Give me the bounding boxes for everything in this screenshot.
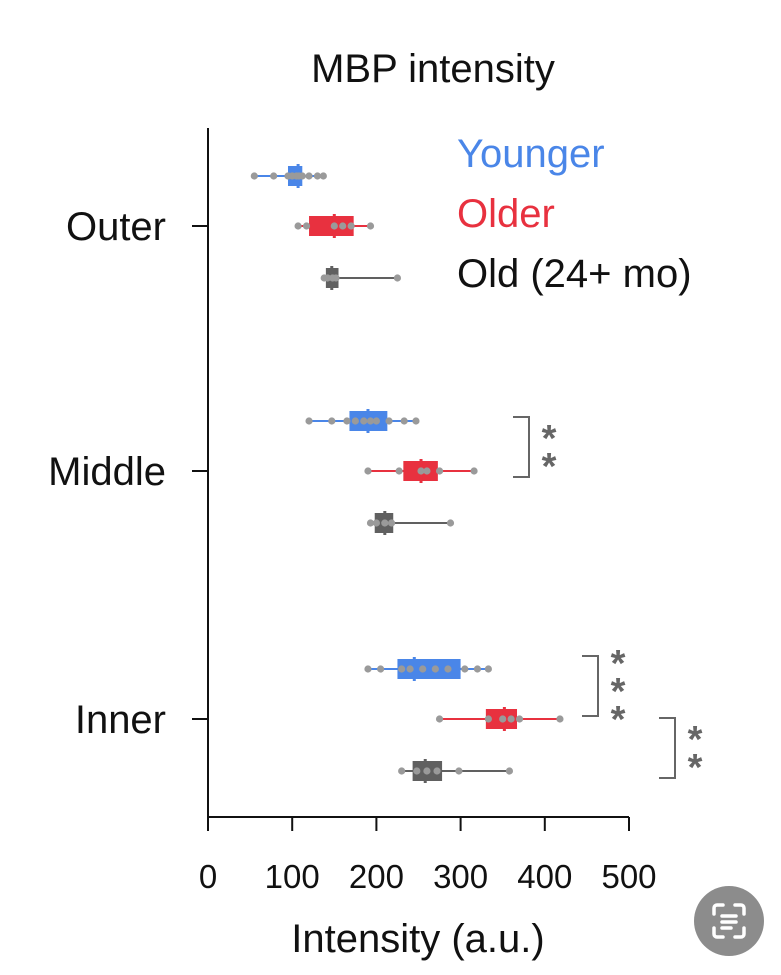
data-point	[364, 665, 372, 673]
data-point	[419, 665, 427, 673]
data-point	[461, 665, 469, 673]
data-point	[372, 519, 380, 527]
data-point	[298, 172, 306, 180]
data-point	[484, 715, 492, 723]
data-point	[398, 767, 406, 775]
data-point	[446, 519, 455, 527]
data-point	[387, 519, 396, 527]
significance-label: * *	[542, 418, 557, 488]
data-point	[343, 417, 351, 425]
data-point	[515, 715, 524, 723]
data-point	[507, 715, 515, 723]
data-point	[406, 665, 414, 673]
y-tick-label: Outer	[66, 205, 166, 249]
data-point	[250, 172, 258, 180]
data-point	[423, 467, 431, 475]
data-point	[305, 417, 313, 425]
scan-text-icon	[712, 903, 746, 939]
y-tick-label: Inner	[75, 698, 166, 742]
data-point	[330, 222, 338, 230]
data-point	[470, 467, 478, 475]
data-point	[499, 715, 507, 723]
data-point	[455, 767, 463, 775]
data-point	[347, 222, 355, 230]
scan-text-button[interactable]	[694, 886, 764, 956]
data-point	[473, 665, 482, 673]
data-point	[332, 274, 340, 282]
data-point	[444, 665, 452, 673]
x-tick-label: 200	[349, 858, 404, 895]
chart-title: MBP intensity	[311, 47, 555, 91]
data-point	[351, 417, 359, 425]
data-point	[423, 767, 431, 775]
data-point	[400, 417, 408, 425]
data-point	[393, 274, 402, 282]
data-point	[366, 519, 375, 527]
data-point	[372, 417, 380, 425]
x-axis-label: Intensity (a.u.)	[291, 917, 544, 961]
x-tick-label: 400	[517, 858, 572, 895]
significance-label: * *	[688, 719, 703, 789]
data-point	[556, 715, 564, 723]
data-point	[433, 767, 441, 775]
data-point	[413, 767, 421, 775]
x-tick-label: 300	[433, 858, 488, 895]
legend-entry: Younger	[457, 132, 605, 176]
data-point	[412, 417, 420, 425]
significance-bracket	[513, 416, 530, 478]
data-point	[395, 467, 403, 475]
legend-entry: Old (24+ mo)	[457, 252, 692, 296]
significance-label: * * *	[611, 643, 626, 741]
data-point	[302, 222, 311, 230]
significance-bracket	[659, 717, 676, 779]
data-point	[435, 467, 444, 475]
data-point	[377, 665, 385, 673]
data-point	[431, 665, 439, 673]
data-point	[505, 767, 514, 775]
data-point	[484, 665, 492, 673]
x-tick-label: 100	[265, 858, 320, 895]
legend-entry: Older	[457, 192, 555, 236]
data-point	[435, 715, 444, 723]
data-point	[417, 467, 425, 475]
data-point	[270, 172, 278, 180]
data-point	[360, 417, 368, 425]
x-tick-label: 500	[601, 858, 656, 895]
data-point	[364, 467, 372, 475]
data-point	[305, 172, 313, 180]
data-point	[339, 222, 347, 230]
data-point	[313, 172, 322, 180]
data-point	[366, 222, 375, 230]
data-point	[366, 417, 375, 425]
data-point	[398, 665, 406, 673]
data-point	[294, 222, 302, 230]
x-tick-label: 0	[199, 858, 217, 895]
data-point	[319, 172, 327, 180]
data-point	[385, 417, 393, 425]
data-point	[381, 519, 389, 527]
data-point	[323, 274, 332, 282]
significance-bracket	[582, 655, 599, 717]
y-tick-label: Middle	[48, 450, 166, 494]
data-point	[328, 417, 336, 425]
